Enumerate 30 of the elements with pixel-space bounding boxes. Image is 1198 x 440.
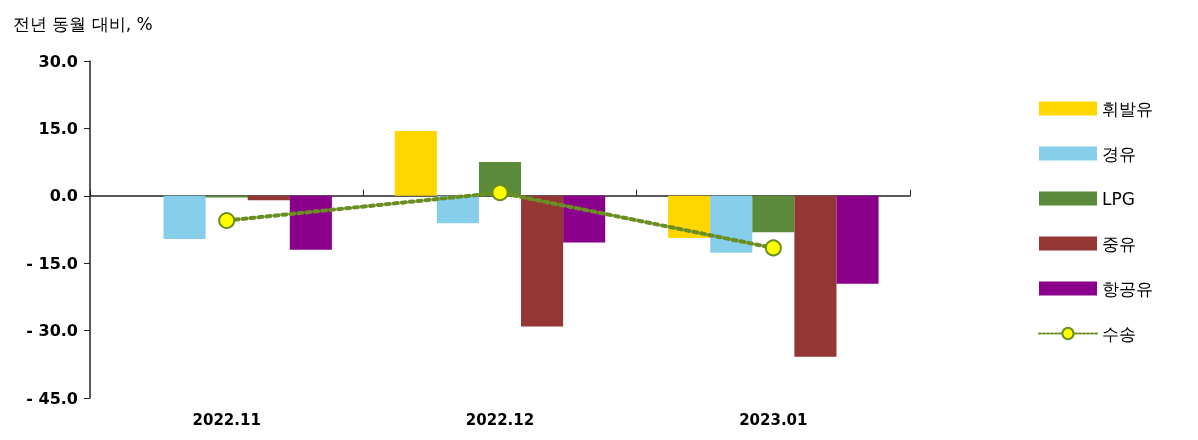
bar xyxy=(163,195,206,239)
legend-label: 중유 xyxy=(1102,233,1136,254)
legend-label: LPG xyxy=(1102,188,1135,209)
y-tick-label: 0.0 xyxy=(49,186,78,206)
y-tick-label: - 30.0 xyxy=(26,321,78,341)
point xyxy=(764,239,782,257)
y-tick-label: 30.0 xyxy=(38,51,78,71)
y-tick-label: - 45.0 xyxy=(26,388,78,408)
y-tick-label: - 15.0 xyxy=(26,253,78,273)
x-tick-label: 2023.01 xyxy=(739,410,808,429)
bar xyxy=(668,195,711,239)
bar xyxy=(289,195,332,250)
bar xyxy=(521,195,564,327)
bar xyxy=(436,195,479,224)
bar xyxy=(794,195,837,357)
bar xyxy=(710,195,753,253)
x-tick-label: 2022.12 xyxy=(465,410,535,429)
y-axis-title: 전년 동월 대비, % xyxy=(13,13,153,34)
bar xyxy=(752,195,795,233)
legend-label: 경유 xyxy=(1102,143,1136,164)
legend-label: 휘발유 xyxy=(1102,98,1153,119)
legend-label: 항공유 xyxy=(1102,278,1153,299)
x-tick-label: 2022.11 xyxy=(192,410,261,429)
bar xyxy=(563,195,606,243)
point xyxy=(491,184,509,202)
y-tick-label: 15.0 xyxy=(38,118,78,138)
point xyxy=(218,212,236,230)
bar xyxy=(394,131,437,196)
legend-label: 수송 xyxy=(1102,323,1136,344)
bar xyxy=(836,195,879,284)
